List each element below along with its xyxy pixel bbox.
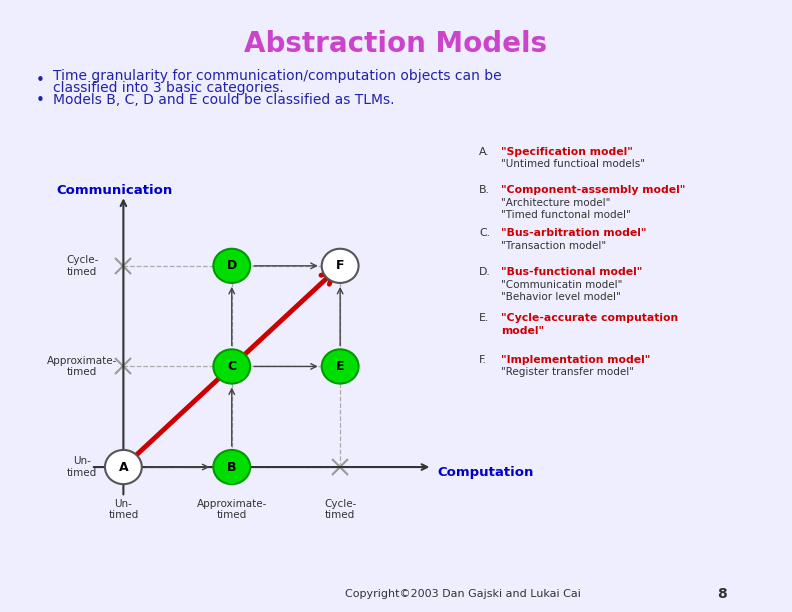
Text: "Timed functonal model": "Timed functonal model" [501, 210, 631, 220]
Text: B: B [227, 461, 237, 474]
Text: "Bus-functional model": "Bus-functional model" [501, 267, 643, 277]
Text: "Component-assembly model": "Component-assembly model" [501, 185, 686, 195]
Text: Models B, C, D and E could be classified as TLMs.: Models B, C, D and E could be classified… [53, 94, 394, 107]
Circle shape [213, 450, 250, 484]
Text: Cycle-
timed: Cycle- timed [66, 255, 98, 277]
Text: "Specification model": "Specification model" [501, 147, 634, 157]
Text: "Bus-arbitration model": "Bus-arbitration model" [501, 228, 647, 238]
Text: Un-
timed: Un- timed [109, 499, 139, 520]
Text: "Register transfer model": "Register transfer model" [501, 367, 634, 377]
Text: A: A [119, 461, 128, 474]
Text: E.: E. [479, 313, 489, 323]
Text: B.: B. [479, 185, 490, 195]
Text: Un-
timed: Un- timed [67, 457, 97, 478]
Text: A.: A. [479, 147, 489, 157]
Text: "Communicatin model": "Communicatin model" [501, 280, 623, 289]
Text: Approximate-
timed: Approximate- timed [47, 356, 117, 377]
Text: Abstraction Models: Abstraction Models [245, 30, 547, 58]
Text: "Architecture model": "Architecture model" [501, 198, 611, 207]
Text: model": model" [501, 326, 544, 335]
Text: F: F [336, 259, 345, 272]
Text: Approximate-
timed: Approximate- timed [196, 499, 267, 520]
Text: Computation: Computation [438, 466, 534, 479]
Text: •: • [36, 93, 44, 108]
Circle shape [213, 349, 250, 384]
Text: 8: 8 [717, 587, 726, 600]
Circle shape [213, 248, 250, 283]
Text: "Implementation model": "Implementation model" [501, 355, 651, 365]
Text: Copyright©2003 Dan Gajski and Lukai Cai: Copyright©2003 Dan Gajski and Lukai Cai [345, 589, 581, 599]
Text: "Behavior level model": "Behavior level model" [501, 292, 621, 302]
Text: D: D [227, 259, 237, 272]
Text: "Untimed functioal models": "Untimed functioal models" [501, 159, 645, 169]
Text: Cycle-
timed: Cycle- timed [324, 499, 356, 520]
Text: "Transaction model": "Transaction model" [501, 241, 607, 250]
Text: F.: F. [479, 355, 487, 365]
Circle shape [322, 349, 359, 384]
Text: D.: D. [479, 267, 491, 277]
Text: •: • [36, 73, 44, 88]
Text: classified into 3 basic categories.: classified into 3 basic categories. [53, 81, 284, 94]
Text: Communication: Communication [56, 184, 173, 197]
Text: C.: C. [479, 228, 490, 238]
Circle shape [105, 450, 142, 484]
Circle shape [322, 248, 359, 283]
Text: Time granularity for communication/computation objects can be: Time granularity for communication/compu… [53, 69, 501, 83]
Text: E: E [336, 360, 345, 373]
Text: "Cycle-accurate computation: "Cycle-accurate computation [501, 313, 679, 323]
Text: C: C [227, 360, 236, 373]
